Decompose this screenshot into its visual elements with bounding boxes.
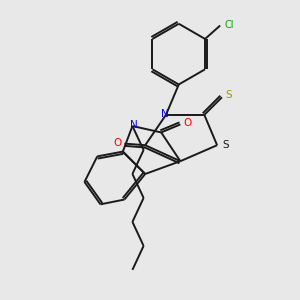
Text: N: N: [161, 109, 169, 119]
Text: O: O: [113, 138, 122, 148]
Text: S: S: [223, 140, 230, 150]
Text: S: S: [226, 90, 232, 100]
Text: Cl: Cl: [224, 20, 234, 30]
Text: O: O: [183, 118, 191, 128]
Text: N: N: [130, 120, 137, 130]
